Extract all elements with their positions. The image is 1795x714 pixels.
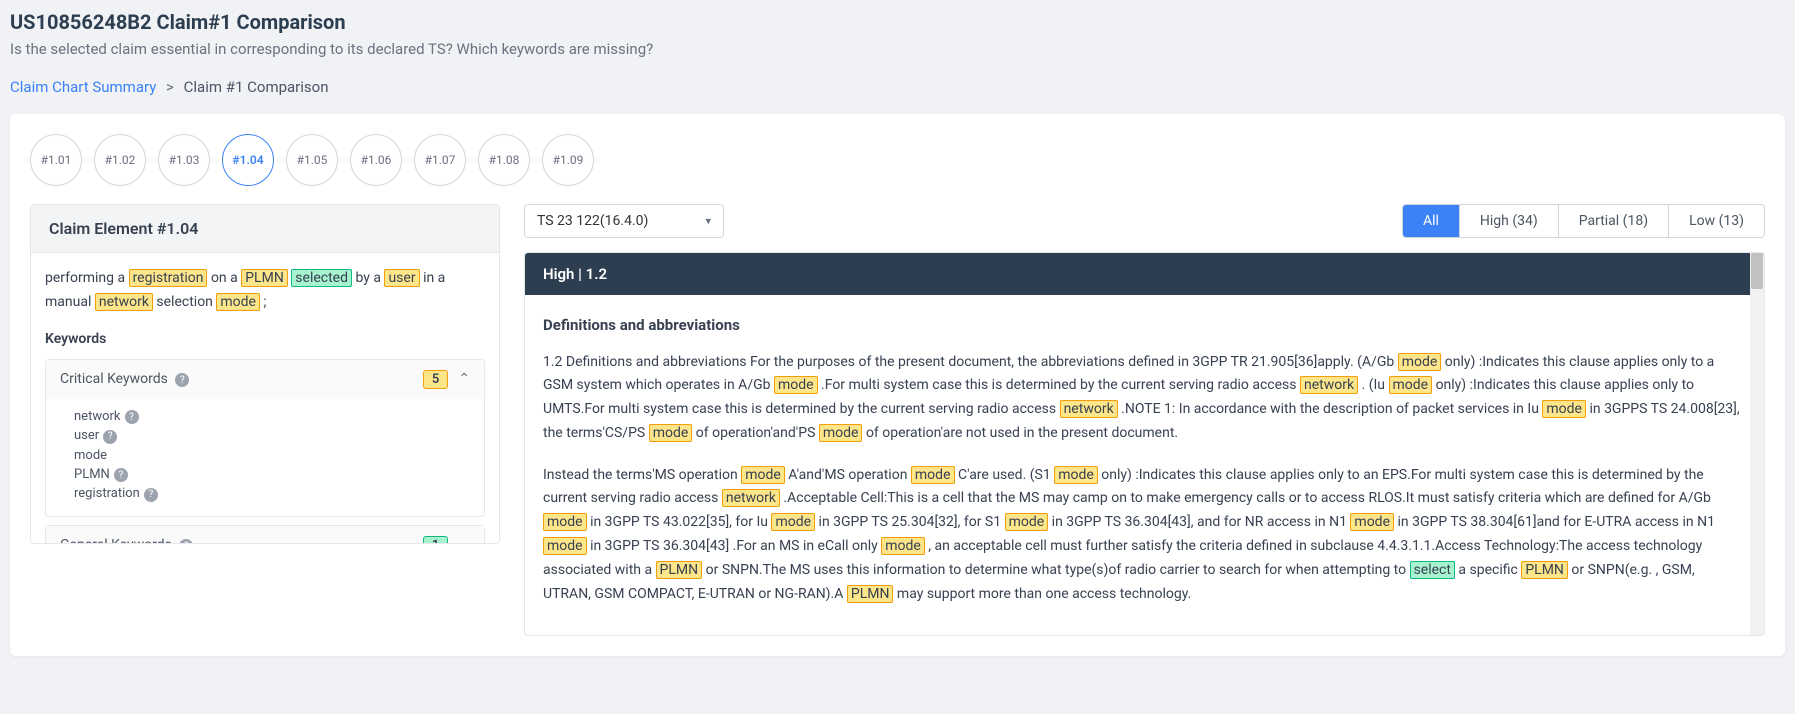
ts-header: High | 1.2 [525,253,1764,295]
help-icon[interactable]: ? [175,373,189,387]
keyword-item: network? [74,407,470,427]
highlight: mode [543,513,587,531]
claim-chip[interactable]: #1.07 [414,134,466,186]
highlight: PLMN [656,561,703,579]
breadcrumb-root[interactable]: Claim Chart Summary [10,78,156,96]
page-subtitle: Is the selected claim essential in corre… [10,40,1785,58]
breadcrumb-current: Claim #1 Comparison [184,78,329,96]
keyword-item: registration? [74,484,470,504]
highlight: mode [1389,376,1433,394]
filter-tab[interactable]: Partial (18) [1558,205,1668,237]
ts-body[interactable]: Definitions and abbreviations 1.2 Defini… [525,295,1764,635]
general-keywords-label: General Keywords ? [60,537,423,543]
claim-element-panel: Claim Element #1.04 performing a registr… [30,204,500,544]
highlight: user [384,269,419,287]
claim-element-body[interactable]: performing a registration on a PLMN sele… [31,253,499,543]
help-icon[interactable]: ? [144,488,158,502]
highlight: network [1060,400,1118,418]
ts-paragraph: Instead the terms'MS operation mode A'an… [543,464,1746,607]
critical-keywords-accordion: Critical Keywords ? 5 ⌃ network?user?mod… [45,359,485,517]
critical-keywords-count: 5 [423,370,448,389]
highlight: PLMN [847,585,894,603]
highlight: mode [881,537,925,555]
keyword-item: PLMN? [74,465,470,485]
highlight: mode [649,424,693,442]
help-icon[interactable]: ? [114,468,128,482]
claim-chip[interactable]: #1.02 [94,134,146,186]
highlight: mode [774,376,818,394]
highlight: mode [741,466,785,484]
general-keywords-accordion: General Keywords ? 1 ⌄ [45,525,485,543]
claim-text: performing a registration on a PLMN sele… [45,267,485,315]
claim-chip[interactable]: #1.04 [222,134,274,186]
general-keywords-count: 1 [423,536,448,543]
critical-keywords-body: network?user?modePLMN?registration? [46,399,484,516]
highlight: PLMN [1521,561,1568,579]
filter-tab[interactable]: High (34) [1459,205,1558,237]
keywords-heading: Keywords [45,331,485,347]
claim-chip[interactable]: #1.05 [286,134,338,186]
breadcrumb-separator: > [166,78,174,96]
chevron-up-icon: ⌃ [458,371,470,387]
breadcrumb: Claim Chart Summary > Claim #1 Compariso… [10,78,1785,96]
main-card: #1.01#1.02#1.03#1.04#1.05#1.06#1.07#1.08… [10,114,1785,656]
general-keywords-head[interactable]: General Keywords ? 1 ⌄ [46,526,484,543]
highlight: mode [1542,400,1586,418]
highlight: mode [819,424,863,442]
highlight: mode [911,466,955,484]
highlight: mode [771,513,815,531]
claim-chip[interactable]: #1.01 [30,134,82,186]
highlight: network [722,489,780,507]
scrollbar-thumb[interactable] [1751,253,1763,289]
keyword-item: user? [74,426,470,446]
filter-tab[interactable]: Low (13) [1668,205,1764,237]
claim-chip[interactable]: #1.08 [478,134,530,186]
highlight: mode [1398,353,1442,371]
ts-panel: High | 1.2 Definitions and abbreviations… [524,252,1765,636]
claim-chip[interactable]: #1.06 [350,134,402,186]
highlight: selected [291,269,352,287]
help-icon[interactable]: ? [103,430,117,444]
chip-row: #1.01#1.02#1.03#1.04#1.05#1.06#1.07#1.08… [30,134,1765,186]
highlight: mode [1005,513,1049,531]
claim-element-header: Claim Element #1.04 [31,205,499,253]
help-icon[interactable]: ? [125,410,139,424]
highlight: select [1410,561,1455,579]
filter-tabs: AllHigh (34)Partial (18)Low (13) [1402,204,1765,238]
ts-subtitle: Definitions and abbreviations [543,313,1746,339]
critical-keywords-head[interactable]: Critical Keywords ? 5 ⌃ [46,360,484,399]
highlight: network [1300,376,1358,394]
highlight: PLMN [241,269,288,287]
highlight: mode [1350,513,1394,531]
chevron-down-icon: ⌄ [458,537,470,543]
keyword-item: mode [74,446,470,465]
right-controls: TS 23 122(16.4.0) AllHigh (34)Partial (1… [524,204,1765,238]
critical-keywords-label: Critical Keywords ? [60,371,423,388]
highlight: network [95,293,153,311]
page-title: US10856248B2 Claim#1 Comparison [10,10,1785,34]
highlight: mode [216,293,260,311]
highlight: registration [129,269,208,287]
claim-chip[interactable]: #1.03 [158,134,210,186]
help-icon[interactable]: ? [179,539,193,543]
highlight: mode [543,537,587,555]
ts-paragraph: 1.2 Definitions and abbreviations For th… [543,351,1746,446]
filter-tab[interactable]: All [1403,205,1459,237]
claim-chip[interactable]: #1.09 [542,134,594,186]
highlight: mode [1054,466,1098,484]
ts-select[interactable]: TS 23 122(16.4.0) [524,204,724,238]
scrollbar-track[interactable] [1750,253,1764,635]
